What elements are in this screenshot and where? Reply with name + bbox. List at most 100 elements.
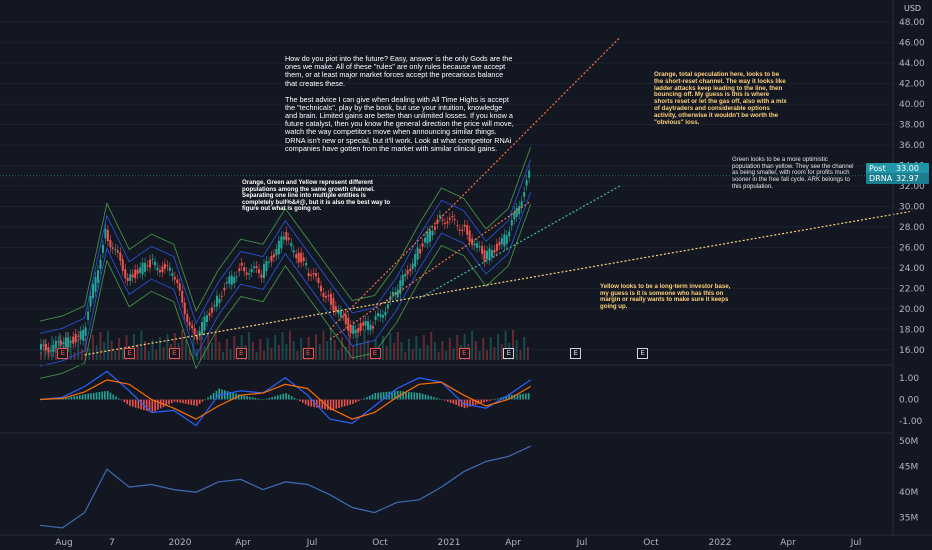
macd-hist-bar (87, 393, 89, 400)
volume-bar (277, 345, 280, 360)
volume-bar (54, 346, 57, 360)
volume-bar (274, 335, 277, 360)
macd-hist-bar (488, 399, 491, 401)
macd-hist-bar (106, 390, 109, 400)
macd-hist-bar (385, 391, 388, 400)
macd-hist-bar (522, 393, 524, 400)
macd-hist-bar (382, 392, 385, 400)
candle-body (404, 273, 407, 277)
candle-body (461, 229, 464, 232)
candle-body (478, 246, 481, 248)
volume-bar (381, 336, 384, 360)
candle-body (327, 295, 330, 297)
volume-bar (519, 350, 522, 360)
macd-hist-bar (430, 396, 432, 400)
annotation-populations[interactable]: Orange, Green and Yellow represent diffe… (242, 179, 391, 213)
annotation-main[interactable]: How do you piot into the future? Easy, a… (285, 54, 515, 161)
earnings-icon[interactable]: E (235, 348, 247, 359)
macd-hist-bar (210, 395, 212, 400)
macd-hist-bar (260, 398, 262, 400)
price-tick-label: 22.00 (899, 284, 925, 294)
macd-hist-bar (363, 398, 365, 400)
macd-hist-bar (67, 397, 70, 400)
volume-bar (173, 333, 176, 360)
macd-hist-bar (452, 399, 455, 404)
candle-body (483, 250, 486, 262)
volume-bar (497, 334, 500, 360)
candle-body (414, 254, 417, 267)
earnings-icon[interactable]: E (168, 348, 180, 359)
volume-bar (40, 352, 42, 360)
candle-body (87, 311, 90, 320)
earnings-icon[interactable]: E (637, 348, 649, 359)
volume-bar (404, 352, 407, 360)
volume-bar (92, 335, 95, 360)
candle-body (287, 237, 290, 240)
macd-hist-bar (151, 399, 154, 413)
volume-bar (441, 341, 444, 360)
volume-bar (367, 340, 370, 360)
annotation-orange[interactable]: Orange, total speculation here, looks to… (654, 71, 787, 126)
macd-hist-bar (204, 399, 207, 401)
macd-hist-bar (249, 396, 251, 400)
price-tick-label: 44.00 (899, 59, 925, 69)
annotation-green[interactable]: Green looks to be a more optimistic popu… (732, 156, 854, 190)
candle-body (166, 265, 169, 267)
earnings-icon[interactable]: E (458, 348, 470, 359)
macd-hist-bar (162, 399, 165, 408)
earnings-icon[interactable]: E (124, 348, 136, 359)
candle-body (104, 228, 107, 239)
macd-hist-bar (282, 393, 285, 400)
macd-hist-bar (427, 395, 430, 400)
macd-hist-bar (343, 399, 346, 407)
candle-body (337, 309, 340, 314)
macd-hist-bar (182, 399, 184, 404)
candle-body (307, 272, 310, 277)
volume-bar (407, 339, 410, 360)
volume-bar (474, 341, 477, 360)
candle-body (89, 295, 92, 307)
macd-hist-bar (246, 396, 248, 400)
macd-hist-bar (491, 399, 494, 401)
candle-body (369, 324, 372, 331)
volume-bar (452, 348, 455, 360)
volume-bar (489, 337, 492, 360)
macd-hist-bar (81, 394, 84, 400)
volume-bar (322, 331, 325, 360)
macd-hist-bar (251, 397, 254, 400)
candle-body (290, 242, 293, 247)
candle-body (243, 267, 246, 272)
macd-hist-bar (499, 397, 502, 400)
earnings-icon[interactable]: E (369, 348, 381, 359)
candle-body (528, 170, 531, 178)
candle-body (424, 237, 427, 243)
macd-hist-bar (421, 393, 424, 400)
volume-bar (103, 342, 106, 360)
candle-body (488, 248, 491, 261)
volume-bar (158, 337, 161, 360)
earnings-icon[interactable]: E (302, 348, 314, 359)
macd-hist-bar (360, 399, 363, 401)
candle-body (218, 298, 221, 304)
time-axis[interactable]: Aug 7 2020 Apr Jul Oct 2021 Apr Jul Oct 2022 Apr Jul (55, 538, 861, 548)
candle-body (468, 230, 471, 242)
volume-bar (84, 338, 87, 360)
candle-body (136, 269, 139, 275)
currency-label[interactable]: USD (904, 4, 922, 13)
candle-body (421, 243, 424, 247)
candle-body (458, 229, 461, 231)
macd-tick-label: 1.00 (899, 374, 919, 384)
earnings-icon[interactable]: E (570, 348, 582, 359)
annotation-yellow[interactable]: Yellow looks to be a long-term investor … (600, 283, 731, 311)
macd-hist-bar (104, 391, 106, 400)
macd-hist-bar (288, 394, 290, 400)
candle-body (42, 344, 45, 346)
volume-bar (69, 342, 72, 360)
price-axis[interactable]: 48.0046.0044.0042.0040.0038.0036.0034.00… (899, 18, 925, 523)
earnings-icon[interactable]: E (503, 348, 515, 359)
trendline-orange (329, 37, 621, 330)
earnings-icon[interactable]: E (57, 348, 69, 359)
candle-body (57, 341, 60, 343)
volume-bar (500, 344, 503, 360)
